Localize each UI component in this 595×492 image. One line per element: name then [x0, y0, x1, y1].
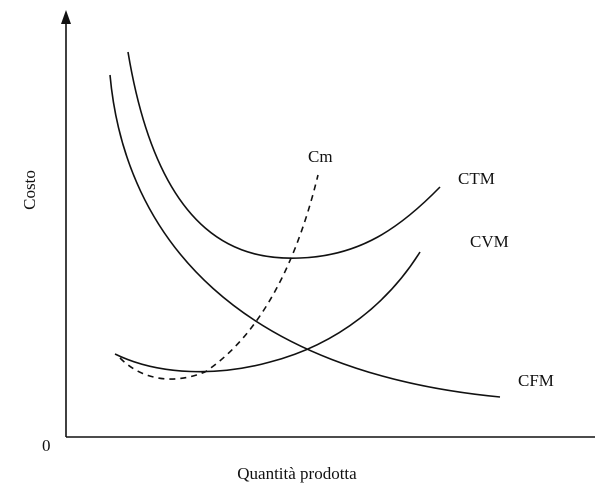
- ctm-curve: [127, 51, 441, 259]
- origin-label: 0: [42, 436, 51, 455]
- x-axis-label: Quantità prodotta: [237, 464, 357, 483]
- cvm-curve: [114, 251, 421, 373]
- y-axis-label: Costo: [20, 170, 39, 210]
- cm-curve: [119, 174, 319, 380]
- cfm-curve: [109, 74, 501, 398]
- y-axis-arrow: [61, 10, 71, 24]
- curve-label: CFM: [518, 371, 554, 390]
- curve-label: CVM: [470, 232, 509, 251]
- curve-label: Cm: [308, 147, 333, 166]
- curve-label: CTM: [458, 169, 495, 188]
